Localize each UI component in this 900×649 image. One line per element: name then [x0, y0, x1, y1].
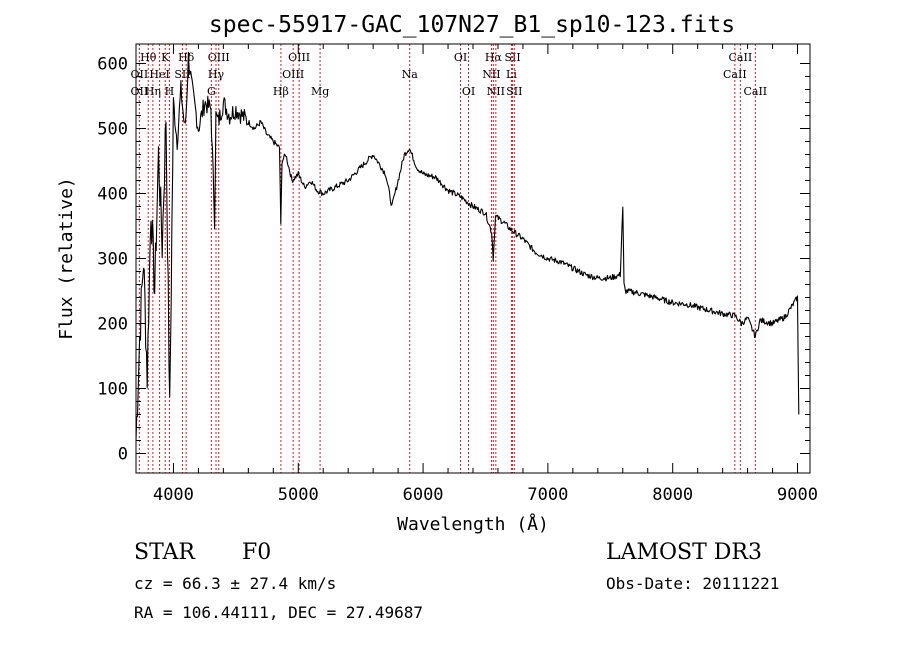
x-tick-label: 6000: [403, 485, 444, 505]
spectral-line-label: SII: [174, 68, 190, 81]
spectral-line-label: OI: [454, 51, 467, 64]
spectral-line-label: Hδ: [178, 51, 195, 64]
spectral-line-label: NII: [482, 68, 500, 81]
y-tick-label: 400: [97, 185, 128, 205]
spectral-line-label: CaII: [729, 51, 753, 64]
observation-date: Obs-Date: 20111221: [606, 574, 780, 593]
spectral-line-label: OI: [462, 85, 475, 98]
chart-title: spec-55917-GAC_107N27_B1_sp10-123.fits: [209, 12, 735, 38]
spectral-line-label: Hβ: [273, 85, 289, 98]
spectral-line-label: Hα: [485, 51, 503, 64]
spectral-line-label: NII: [487, 85, 505, 98]
spectral-line-label: OIII: [288, 51, 310, 64]
x-tick-label: 8000: [652, 485, 693, 505]
spectral-line-label: Mg: [311, 85, 329, 98]
spectrum-line: [135, 51, 800, 441]
spectral-line-label: G: [207, 85, 216, 98]
spectral-line-label: OIII: [282, 68, 304, 81]
y-axis-label: Flux (relative): [56, 177, 77, 340]
y-tick-label: 200: [97, 315, 128, 335]
spectral-line-label: K: [161, 51, 170, 64]
y-tick-label: 600: [97, 55, 128, 75]
spectral-line-label: Hη: [145, 85, 161, 98]
spectral-line-label: H: [165, 85, 175, 98]
spectral-line-label: Na: [402, 68, 419, 81]
spectral-line-label: Li: [506, 68, 517, 81]
spectral-subclass: F0: [242, 540, 272, 565]
spectral-line-label: OII: [131, 85, 149, 98]
spectral-line-label: CaII: [743, 85, 767, 98]
spectral-line-label: HeI: [149, 68, 169, 81]
sky-coordinates: RA = 106.44111, DEC = 27.49687: [134, 603, 423, 622]
spectral-line-label: CaII: [723, 68, 747, 81]
x-tick-label: 4000: [153, 485, 194, 505]
axes: 4000 5000 6000 7000 8000 9000 0 100 200 300 400 500…: [97, 44, 818, 505]
spectral-line-label: Hθ: [140, 51, 157, 64]
spectrum-series: [135, 51, 800, 441]
x-axis-label: Wavelength (Å): [397, 513, 549, 535]
x-tick-label: 5000: [278, 485, 319, 505]
x-tick-label: 9000: [777, 485, 818, 505]
spectral-line-label: Hγ: [208, 68, 225, 81]
redshift-velocity: cz = 66.3 ± 27.4 km/s: [134, 574, 337, 593]
spectral-line-label: OII: [131, 68, 149, 81]
object-class: STAR: [134, 540, 195, 565]
survey-name: LAMOST DR3: [606, 540, 762, 565]
y-tick-label: 300: [97, 250, 128, 270]
y-tick-label: 0: [118, 445, 128, 465]
plot-frame: [135, 43, 811, 474]
y-tick-label: 500: [97, 120, 128, 140]
y-tick-label: 100: [97, 380, 128, 400]
spectral-line-label: SII: [504, 51, 520, 64]
x-tick-label: 7000: [527, 485, 568, 505]
spectral-line-label: SII: [506, 85, 522, 98]
spectral-line-label: OIII: [208, 51, 230, 64]
